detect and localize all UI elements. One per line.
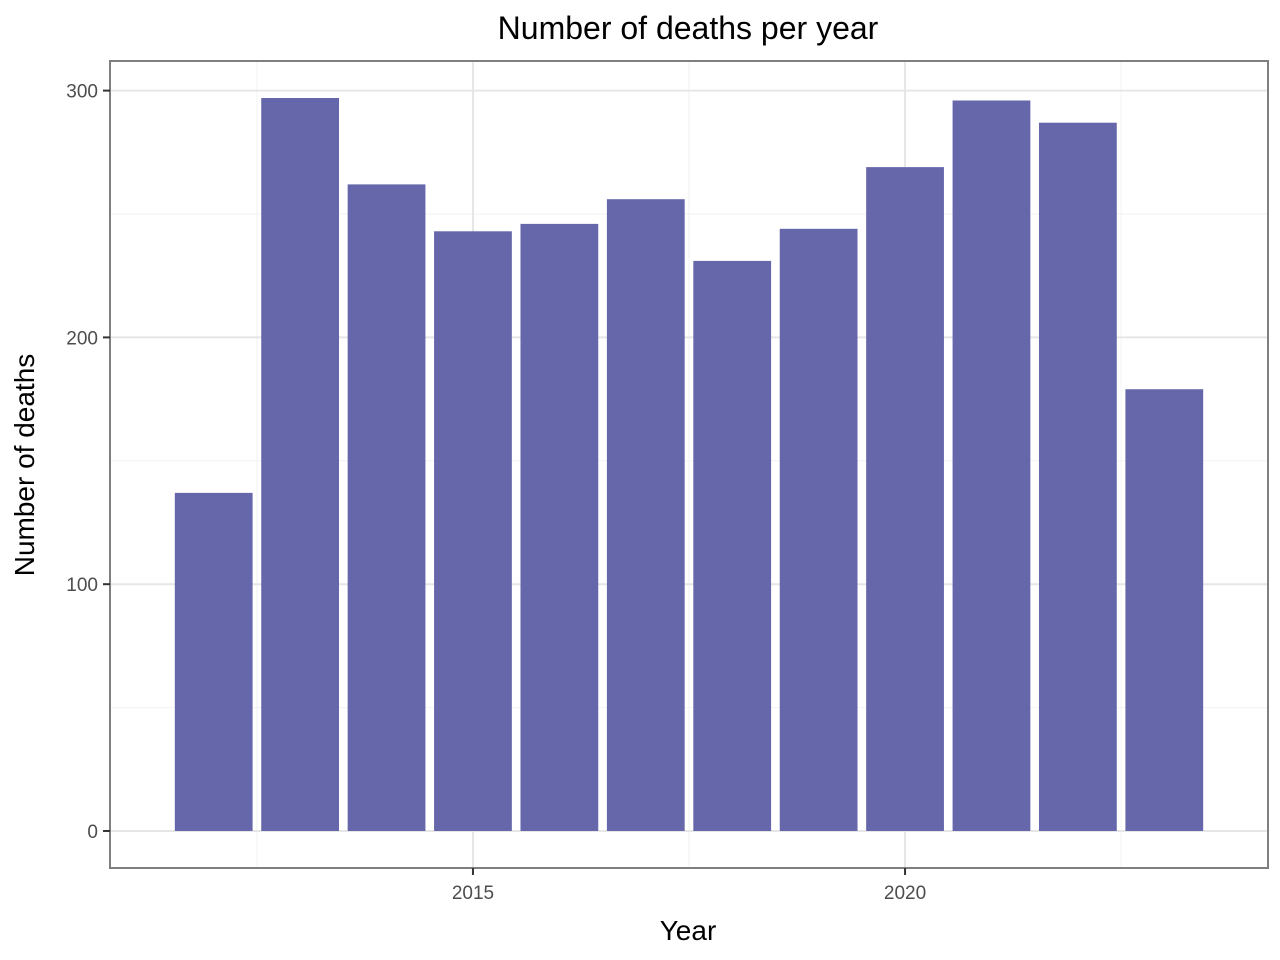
y-axis-title: Number of deaths: [9, 354, 40, 577]
bar-2021: [952, 100, 1031, 831]
x-axis: 2015 2020: [452, 868, 926, 904]
y-tick-label: 100: [66, 575, 98, 596]
bar-2023: [1125, 389, 1204, 831]
bar-2012: [174, 492, 253, 831]
panel-border: [109, 60, 1269, 869]
x-tick-label: 2015: [452, 883, 494, 904]
bar-2015: [434, 231, 512, 831]
bar-2019: [779, 228, 858, 831]
y-tick-label: 200: [66, 328, 98, 349]
x-tick-label: 2020: [884, 883, 926, 904]
bar-2022: [1038, 122, 1117, 831]
x-axis-title: Year: [660, 915, 717, 946]
bars: [174, 98, 1204, 831]
chart-title: Number of deaths per year: [498, 10, 879, 46]
bar-2020: [866, 167, 944, 831]
bar-2016: [520, 223, 599, 831]
bar-2013: [261, 98, 340, 831]
y-tick-label: 0: [87, 822, 98, 843]
y-axis: 0 100 200 300: [66, 82, 110, 843]
bar-2018: [693, 260, 772, 831]
bar-2017: [606, 199, 685, 831]
bar-2014: [347, 184, 426, 831]
y-tick-label: 300: [66, 82, 98, 103]
